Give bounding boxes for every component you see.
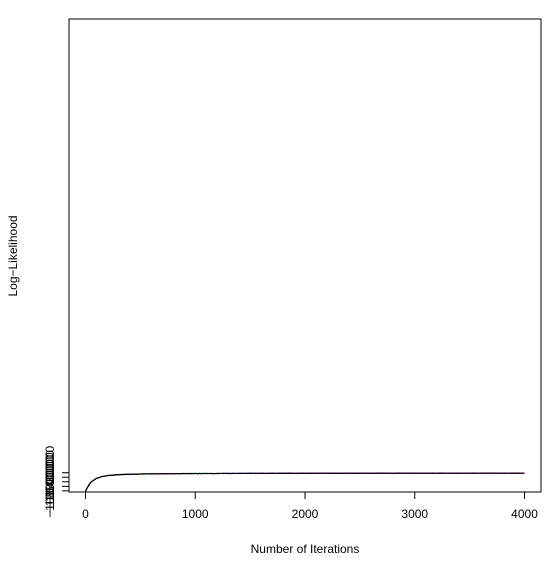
plot-frame: [68, 18, 542, 493]
series-line-6: [85, 472, 525, 492]
y-axis: −1080000−1060000−1040000−1020000−1000000: [43, 446, 70, 518]
y-axis-title: Log−Likelihood: [6, 215, 20, 296]
y-tick-label: −1020000: [43, 450, 57, 504]
series-layer: [85, 472, 525, 492]
y-tick-label: −1040000: [43, 455, 57, 509]
x-axis-title: Number of Iterations: [251, 542, 360, 556]
x-axis: 0 1000 2000 3000 4000: [82, 491, 538, 521]
x-tick-label: 2000: [292, 507, 319, 521]
y-tick-label: −1000000: [43, 446, 57, 500]
series-line-2: [85, 472, 525, 492]
series-line-4: [85, 472, 525, 492]
y-tick-label: −1080000: [43, 464, 57, 518]
series-line-5: [85, 472, 525, 492]
x-tick-label: 1000: [182, 507, 209, 521]
x-tick-label: 4000: [511, 507, 538, 521]
x-tick-label: 3000: [401, 507, 428, 521]
series-line-1: [85, 472, 525, 492]
y-tick-label: −1060000: [43, 459, 57, 513]
x-tick-label: 0: [82, 507, 89, 521]
series-line-3: [85, 472, 525, 492]
